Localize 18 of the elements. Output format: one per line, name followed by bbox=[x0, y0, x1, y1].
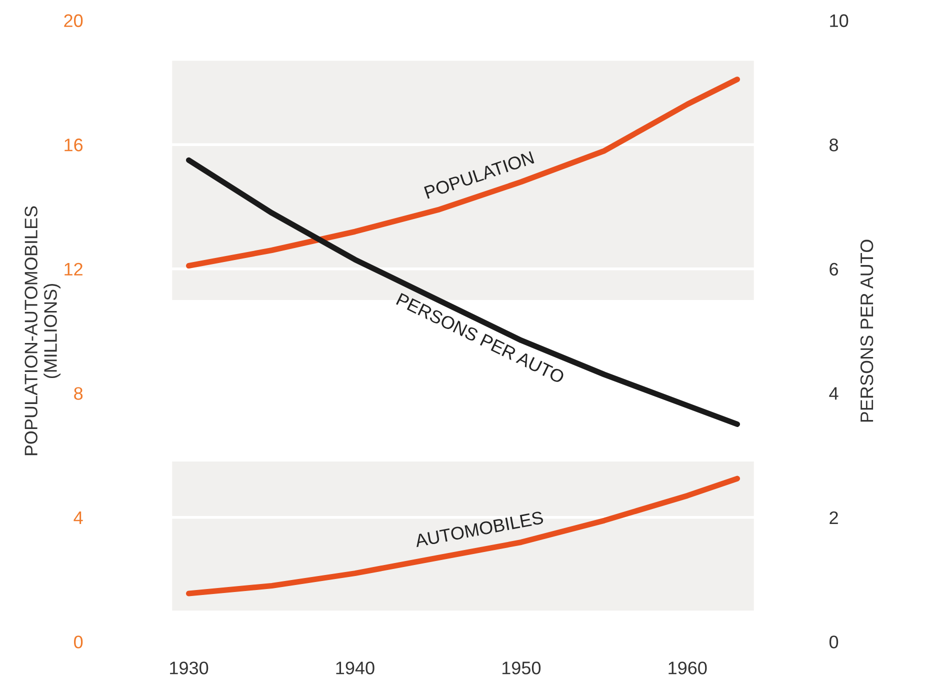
y2-tick-label: 10 bbox=[830, 14, 848, 28]
y-tick-label: 4 bbox=[74, 512, 83, 524]
y2-tick-label: 4 bbox=[829, 387, 838, 400]
y-tick-label: 12 bbox=[64, 262, 82, 276]
y-tick-label: 16 bbox=[64, 138, 83, 152]
y-tick-label: 8 bbox=[74, 387, 83, 400]
y2-tick-label: 0 bbox=[829, 636, 838, 648]
y2-tick-label: 6 bbox=[830, 262, 838, 276]
y-tick-label: 20 bbox=[64, 14, 83, 28]
y-axis-title: POPULATION-AUTOMOBILES (MILLIONS) bbox=[24, 206, 60, 456]
y2-axis-title: PERSONS PER AUTO bbox=[860, 240, 874, 422]
x-tick-label: 1930 bbox=[170, 662, 208, 674]
y2-tick-label: 8 bbox=[830, 138, 838, 152]
x-tick-label: 1940 bbox=[336, 662, 374, 674]
x-tick-label: 1960 bbox=[668, 662, 707, 674]
x-tick-label: 1950 bbox=[502, 662, 541, 674]
y-tick-label: 0 bbox=[74, 636, 83, 648]
y2-tick-label: 2 bbox=[830, 511, 838, 524]
